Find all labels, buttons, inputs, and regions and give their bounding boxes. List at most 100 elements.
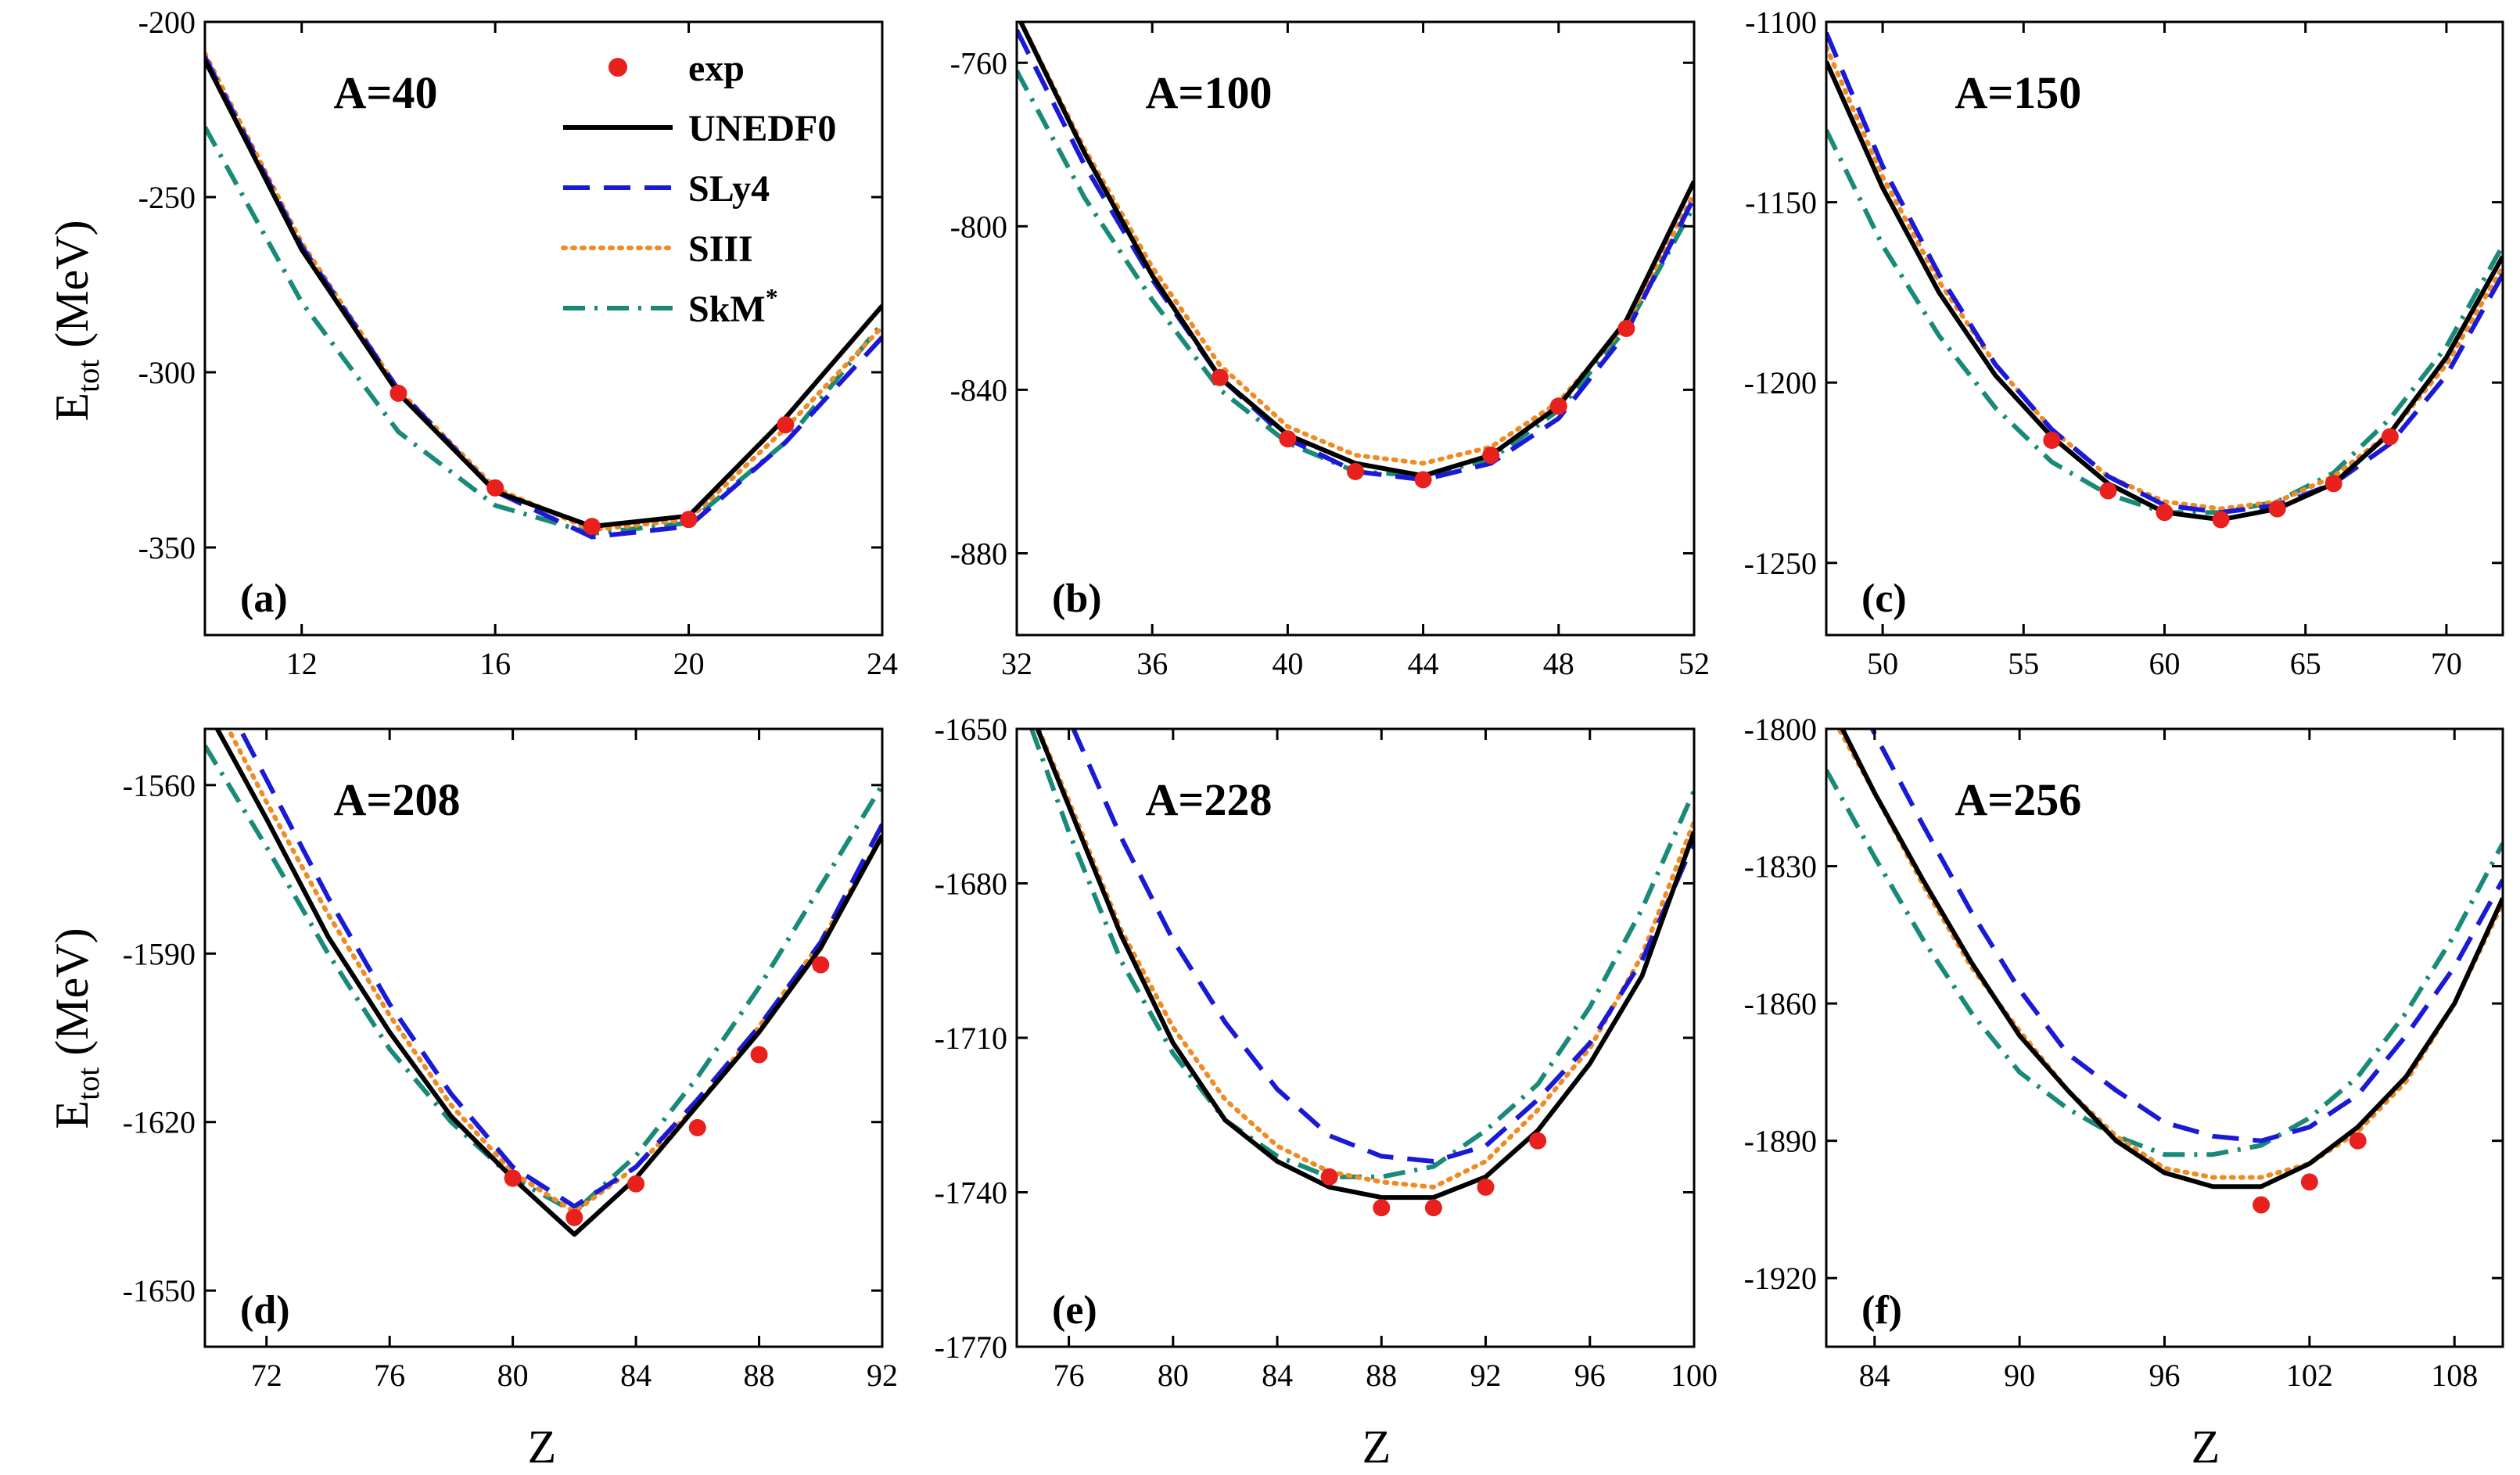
plot-frame bbox=[1825, 20, 2504, 637]
series-line-unedf0 bbox=[1018, 22, 1694, 479]
x-tick-label: 90 bbox=[2004, 1358, 2035, 1393]
x-tick-label: 65 bbox=[2290, 646, 2321, 681]
exp-point bbox=[2212, 511, 2230, 529]
y-tick-label: -1200 bbox=[1744, 365, 1817, 400]
panel-c: 50 55 60 65 70 -1100 -1150 -1200 -1250 A=150 (c) bbox=[1744, 5, 2504, 681]
exp-point bbox=[2324, 475, 2342, 493]
exp-point bbox=[750, 1046, 768, 1064]
legend-entry-exp: exp bbox=[608, 48, 745, 89]
x-tick-label: 96 bbox=[2149, 1358, 2181, 1393]
series-line-sly4 bbox=[205, 56, 882, 540]
panel-letter: (f) bbox=[1861, 1288, 1902, 1333]
svg-text:SIII: SIII bbox=[688, 228, 753, 270]
y-tick-label: -1590 bbox=[123, 936, 196, 971]
exp-point bbox=[2253, 1196, 2271, 1214]
series-line-siii bbox=[1018, 22, 1694, 466]
plot-frame bbox=[203, 20, 884, 637]
y-tick-label: -1250 bbox=[1744, 546, 1817, 581]
y-tick-label: -1800 bbox=[1744, 712, 1817, 747]
y-tick-label: -1560 bbox=[123, 768, 196, 803]
exp-point bbox=[688, 1118, 706, 1136]
y-tick-label: -800 bbox=[950, 209, 1007, 244]
x-tick-label: 48 bbox=[1543, 646, 1574, 681]
panel-title: A=228 bbox=[1146, 774, 1273, 825]
series-line-skmstar bbox=[1826, 769, 2503, 1157]
y-tick-label: -250 bbox=[138, 180, 196, 215]
x-tick-label: 92 bbox=[1470, 1358, 1502, 1393]
plot-frame bbox=[1015, 20, 1696, 637]
x-tick-label: 80 bbox=[1158, 1358, 1189, 1393]
x-tick-label: 20 bbox=[673, 646, 705, 681]
y-tick-label: -1920 bbox=[1744, 1261, 1817, 1296]
svg-text:SkM*: SkM* bbox=[688, 283, 778, 330]
exp-point bbox=[1549, 397, 1567, 415]
exp-point bbox=[565, 1208, 583, 1226]
series-line-sly4 bbox=[237, 729, 882, 1209]
exp-point bbox=[2349, 1132, 2367, 1150]
panel-title: A=150 bbox=[1955, 67, 2081, 118]
exp-point bbox=[777, 416, 795, 434]
series-line-skmstar bbox=[205, 125, 882, 537]
exp-point bbox=[627, 1175, 645, 1193]
svg-text:SLy4: SLy4 bbox=[688, 168, 770, 210]
series-line-skmstar bbox=[1017, 70, 1694, 479]
series-line-sly4 bbox=[1869, 729, 2503, 1143]
x-tick-label: 40 bbox=[1272, 646, 1303, 681]
legend: exp UNEDF0 SLy4 SIII SkM* bbox=[561, 48, 836, 330]
exp-point bbox=[2300, 1173, 2318, 1191]
y-tick-label: -1680 bbox=[935, 867, 1007, 902]
legend-entry-skmstar: SkM* bbox=[563, 283, 778, 330]
x-tick-label: 32 bbox=[1001, 646, 1032, 681]
exp-point bbox=[1414, 471, 1432, 489]
y-tick-label: -1770 bbox=[935, 1330, 1007, 1365]
exp-point bbox=[2156, 504, 2174, 522]
x-tick-label: 84 bbox=[1859, 1358, 1890, 1393]
exp-point bbox=[2268, 500, 2286, 518]
exp-point bbox=[2099, 482, 2117, 500]
exp-point bbox=[389, 384, 407, 402]
panel-letter: (d) bbox=[240, 1288, 290, 1333]
panel-e: 76 80 84 88 92 96 100 -1650 -1680 -1710 -1740 -1770… bbox=[935, 712, 1718, 1393]
plot-frame bbox=[203, 727, 884, 1348]
x-tick-label: 24 bbox=[867, 646, 898, 681]
x-tick-label: 72 bbox=[251, 1358, 282, 1393]
panel-letter: (b) bbox=[1052, 576, 1102, 621]
panel-letter: (c) bbox=[1861, 576, 1907, 621]
x-tick-label: 50 bbox=[1867, 646, 1898, 681]
series-line-sly4 bbox=[1071, 729, 1694, 1164]
exp-point bbox=[1477, 1178, 1495, 1196]
x-tick-label: 70 bbox=[2431, 646, 2462, 681]
y-tick-label: -1740 bbox=[935, 1175, 1007, 1211]
ylabel-row2: Etot (MeV) bbox=[46, 928, 106, 1129]
x-tick-label: 84 bbox=[1262, 1358, 1293, 1393]
panel-d: 72 76 80 84 88 92 -1560 -1590 -1620 -1650 A=208 (d) bbox=[123, 727, 898, 1393]
exp-point bbox=[583, 518, 601, 536]
x-tick-label: 100 bbox=[1671, 1358, 1718, 1393]
x-tick-label: 108 bbox=[2431, 1358, 2478, 1393]
y-tick-label: -1650 bbox=[123, 1273, 196, 1308]
series-line-skmstar bbox=[1826, 129, 2503, 515]
y-tick-label: -1650 bbox=[935, 712, 1007, 747]
y-tick-label: -1890 bbox=[1744, 1124, 1817, 1159]
x-tick-label: 88 bbox=[1366, 1358, 1397, 1393]
x-tick-label: 60 bbox=[2149, 646, 2181, 681]
xlabel-col2: Z bbox=[1362, 1421, 1391, 1473]
xlabel-col3: Z bbox=[2192, 1421, 2220, 1473]
series-line-unedf0 bbox=[1035, 729, 1694, 1200]
series-line-unedf0 bbox=[205, 59, 882, 529]
series-line-siii bbox=[1836, 729, 2503, 1180]
y-tick-label: -1860 bbox=[1744, 986, 1817, 1021]
exp-point bbox=[1320, 1168, 1338, 1186]
y-tick-label: -1150 bbox=[1745, 185, 1817, 221]
exp-point bbox=[504, 1169, 522, 1187]
exp-point bbox=[1482, 447, 1500, 465]
svg-text:UNEDF0: UNEDF0 bbox=[688, 108, 836, 149]
series-line-unedf0 bbox=[1826, 60, 2503, 522]
panel-title: A=256 bbox=[1955, 774, 2081, 825]
y-tick-label: -1620 bbox=[123, 1105, 196, 1140]
series-line-siii bbox=[1826, 45, 2503, 511]
exp-point bbox=[812, 956, 830, 974]
panel-title: A=40 bbox=[334, 67, 438, 118]
x-tick-label: 12 bbox=[286, 646, 318, 681]
